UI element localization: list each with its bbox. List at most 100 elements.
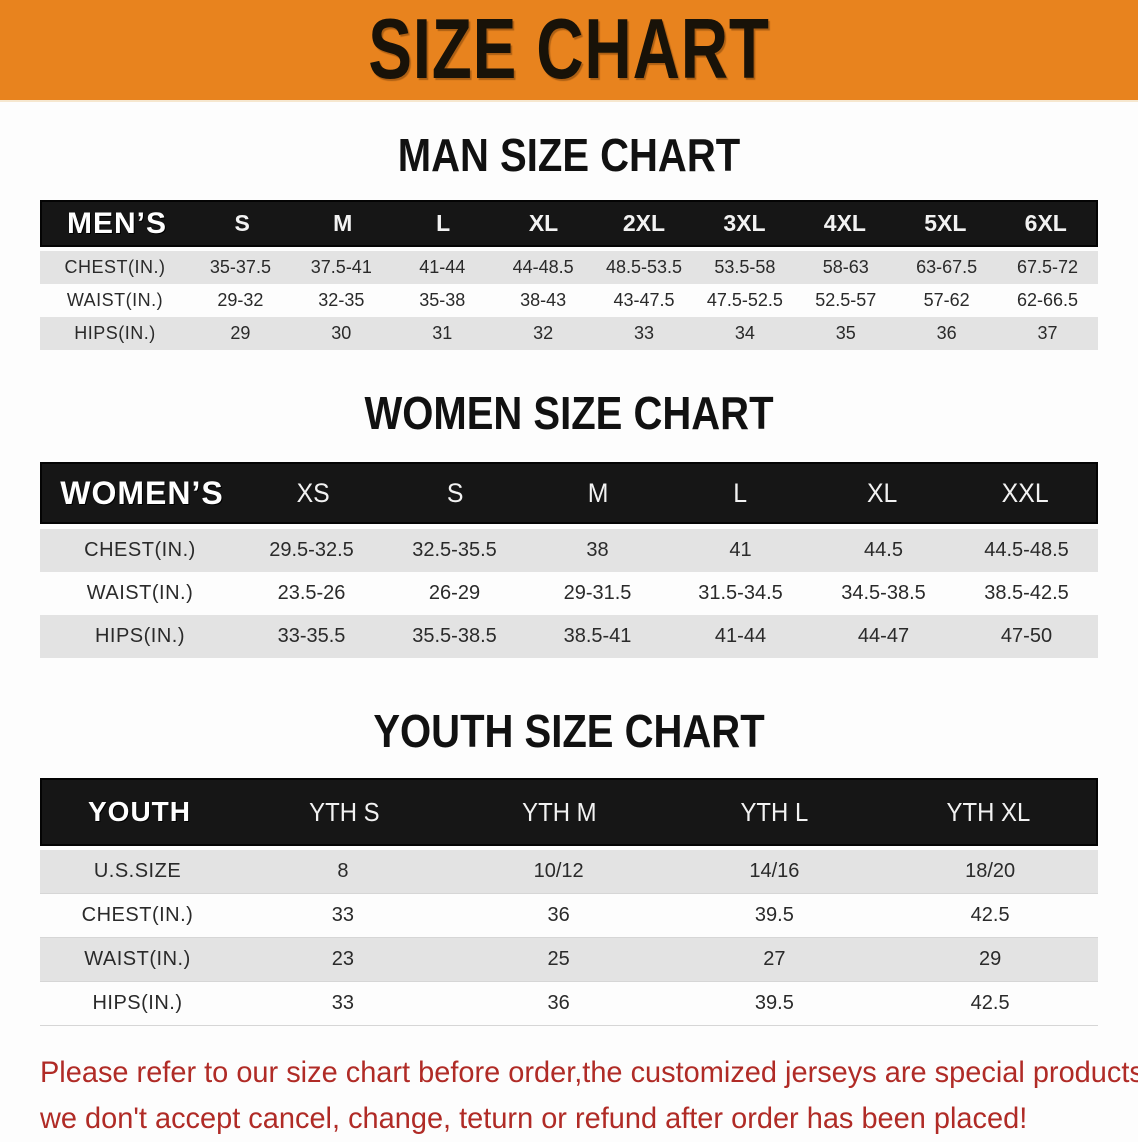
table-group-label: YOUTH [88,796,191,827]
size-header-cell: M [587,477,609,508]
value-cell: 38.5-41 [563,625,632,647]
value-cell: 39.5 [754,992,794,1014]
value-cell: 26-29 [428,582,481,604]
value-cell: 67.5-72 [1017,257,1079,277]
size-header-cell: XL [867,477,898,508]
table-row: HIPS(IN.) 33 36 39.5 42.5 [40,982,1098,1026]
table-row: HIPS(IN.) 29 30 31 32 33 34 35 36 37 [40,317,1098,350]
size-header-cell: 2XL [622,210,666,236]
value-cell: 58-63 [822,257,869,277]
value-cell: 32-35 [318,290,365,310]
row-label: HIPS(IN.) [94,625,186,647]
banner-title: SIZE CHART [368,2,770,97]
value-cell: 37 [1037,323,1058,343]
value-cell: 35-38 [419,290,466,310]
value-cell: 36 [547,904,570,926]
table-row: CHEST(IN.) 29.5-32.5 32.5-35.5 38 41 44.5 44.5… [40,529,1098,572]
value-cell: 41 [729,539,752,561]
value-cell: 23.5-26 [277,582,346,604]
row-label: CHEST(IN.) [84,539,196,561]
value-cell: 31 [432,323,453,343]
value-cell: 44.5-48.5 [984,539,1069,561]
value-cell: 35 [835,323,856,343]
value-cell: 36 [936,323,957,343]
youth-section-heading: YOUTH SIZE CHART [373,705,765,757]
size-header-cell: S [447,477,464,508]
table-row: CHEST(IN.) 33 36 39.5 42.5 [40,894,1098,938]
row-label: HIPS(IN.) [74,323,156,343]
value-cell: 18/20 [965,860,1016,882]
value-cell: 29.5-32.5 [269,539,354,561]
value-cell: 33 [331,904,354,926]
value-cell: 14/16 [749,860,800,882]
value-cell: 30 [331,323,352,343]
men-size-table: MEN’S S M L XL 2XL 3XL 4XL 5XL 6XL CHEST(IN.) 35-37… [40,200,1098,350]
table-group-label: MEN’S [66,206,167,240]
row-label: WAIST(IN.) [86,582,194,604]
table-row: WAIST(IN.) 23 25 27 29 [40,938,1098,982]
table-row: WAIST(IN.) 23.5-26 26-29 29-31.5 31.5-34.5 34… [40,572,1098,615]
value-cell: 34.5-38.5 [841,582,926,604]
value-cell: 8 [337,860,349,882]
value-cell: 10/12 [533,860,584,882]
size-header-cell: S [234,210,250,236]
size-header-cell: YTH L [739,796,808,827]
youth-size-table: YOUTH YTH S YTH M YTH L YTH XL U.S.SIZE 8 10/12… [40,778,1098,1026]
table-group-label: WOMEN’S [60,474,224,511]
size-header-cell: YTH M [521,796,597,827]
value-cell: 33-35.5 [277,625,346,647]
size-header-cell: 3XL [723,210,766,236]
value-cell: 23 [331,948,354,970]
table-row: HIPS(IN.) 33-35.5 35.5-38.5 38.5-41 41-44 44-… [40,615,1098,658]
women-size-table: WOMEN’S XS S M L XL XXL CHEST(IN.) 29.5-32.5 32.5… [40,462,1098,658]
size-header-cell: 4XL [823,210,866,236]
size-header-cell: 6XL [1024,210,1067,236]
value-cell: 27 [763,948,786,970]
size-header-cell: M [333,210,353,236]
table-row: CHEST(IN.) 35-37.5 37.5-41 41-44 44-48.5 48.5… [40,251,1098,284]
disclaimer-line-2: we don't accept cancel, change, teturn o… [40,1102,1028,1135]
table-header-row: MEN’S S M L XL 2XL 3XL 4XL 5XL 6XL [40,200,1098,247]
value-cell: 33 [331,992,354,1014]
size-header-cell: YTH S [309,796,380,827]
table-header-row: YOUTH YTH S YTH M YTH L YTH XL [40,778,1098,846]
row-label: HIPS(IN.) [92,992,183,1014]
value-cell: 34 [734,323,755,343]
row-label: U.S.SIZE [93,860,182,882]
value-cell: 29-32 [217,290,264,310]
value-cell: 35.5-38.5 [412,625,497,647]
value-cell: 31.5-34.5 [698,582,783,604]
value-cell: 36 [547,992,570,1014]
value-cell: 38-43 [520,290,567,310]
size-header-cell: L [436,210,451,236]
value-cell: 32 [533,323,554,343]
value-cell: 32.5-35.5 [412,539,497,561]
value-cell: 57-62 [923,290,970,310]
value-cell: 39.5 [754,904,794,926]
row-label: CHEST(IN.) [81,904,194,926]
value-cell: 37.5-41 [310,257,372,277]
value-cell: 44-48.5 [512,257,574,277]
size-header-cell: 5XL [924,210,967,236]
value-cell: 38.5-42.5 [984,582,1069,604]
table-row: WAIST(IN.) 29-32 32-35 35-38 38-43 43-47.5 47.… [40,284,1098,317]
table-row: U.S.SIZE 8 10/12 14/16 18/20 [40,850,1098,894]
row-label: WAIST(IN.) [84,948,191,970]
value-cell: 42.5 [970,904,1010,926]
value-cell: 53.5-58 [714,257,776,277]
value-cell: 63-67.5 [916,257,978,277]
value-cell: 35-37.5 [209,257,271,277]
row-label: WAIST(IN.) [66,290,164,310]
size-header-cell: XL [528,210,559,236]
size-header-cell: XXL [1001,477,1049,508]
size-header-cell: YTH XL [946,796,1031,827]
value-cell: 48.5-53.5 [605,257,683,277]
value-cell: 33 [633,323,654,343]
size-header-cell: L [733,477,748,508]
size-chart-banner: SIZE CHART [0,0,1138,102]
value-cell: 62-66.5 [1017,290,1079,310]
row-label: CHEST(IN.) [64,257,166,277]
value-cell: 42.5 [970,992,1010,1014]
size-header-cell: XS [296,477,330,508]
women-section-heading: WOMEN SIZE CHART [364,387,774,439]
